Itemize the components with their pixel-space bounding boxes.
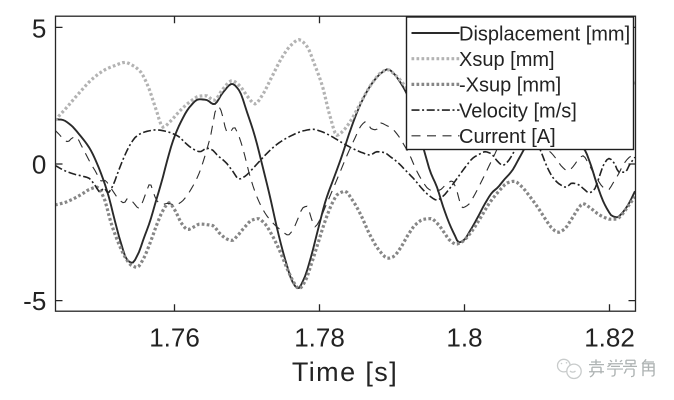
svg-text:0: 0: [32, 149, 46, 179]
svg-text:-Xsup [mm]: -Xsup [mm]: [459, 75, 561, 97]
svg-text:1.76: 1.76: [149, 322, 200, 352]
svg-text:Xsup [mm]: Xsup [mm]: [459, 49, 555, 71]
svg-text:-5: -5: [23, 286, 46, 316]
svg-text:Time [s]: Time [s]: [292, 357, 398, 387]
svg-text:1.82: 1.82: [584, 322, 635, 352]
svg-text:1.78: 1.78: [294, 322, 345, 352]
svg-text:Current [A]: Current [A]: [459, 126, 556, 148]
svg-text:1.8: 1.8: [446, 322, 482, 352]
svg-text:5: 5: [32, 13, 46, 43]
svg-text:Velocity [m/s]: Velocity [m/s]: [459, 100, 577, 122]
svg-text:Displacement [mm]: Displacement [mm]: [459, 23, 630, 45]
